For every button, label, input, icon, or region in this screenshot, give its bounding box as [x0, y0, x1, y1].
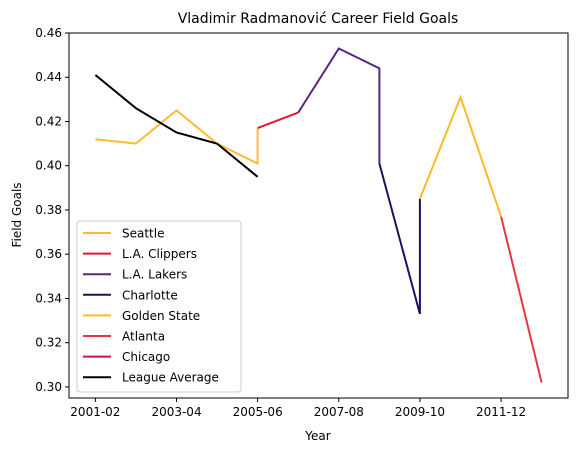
legend-label: Atlanta: [122, 330, 165, 344]
legend-label: L.A. Clippers: [122, 247, 197, 261]
x-tick-label: 2009-10: [395, 405, 445, 419]
legend: Seattle L.A. Clippers L.A. Lakers Charlotte…: [76, 220, 242, 393]
y-tick-label: 0.40: [35, 159, 62, 173]
y-tick-label: 0.46: [35, 26, 62, 40]
x-axis-title: Year: [304, 429, 330, 443]
legend-label: League Average: [122, 371, 219, 385]
legend-label: Chicago: [122, 350, 170, 364]
x-axis: 2001-02 2003-04 2005-06 2007-08 2009-10 2011-…: [70, 398, 526, 419]
legend-label: L.A. Lakers: [122, 268, 187, 282]
y-tick-label: 0.36: [35, 247, 62, 261]
x-tick-label: 2001-02: [70, 405, 120, 419]
x-tick-label: 2011-12: [476, 405, 526, 419]
series-line-0: [95, 109, 259, 166]
legend-label: Seattle: [122, 227, 164, 241]
series-line-4: [418, 94, 503, 217]
legend-label: Charlotte: [122, 288, 178, 302]
y-tick-label: 0.32: [35, 336, 62, 350]
legend-box: [76, 220, 242, 393]
x-tick-label: 2007-08: [314, 405, 364, 419]
y-tick-label: 0.44: [35, 70, 62, 84]
chart-title: Vladimir Radmanović Career Field Goals: [178, 11, 459, 27]
legend-label: Golden State: [122, 309, 200, 323]
series-line-1: [257, 111, 299, 130]
y-axis: 0.30 0.32 0.34 0.36 0.38 0.40 0.42 0.44 0.46: [35, 26, 69, 394]
series-line-3: [378, 163, 421, 315]
x-tick-label: 2005-06: [233, 405, 283, 419]
series-line-2: [297, 47, 381, 164]
y-tick-label: 0.38: [35, 203, 62, 217]
series-line-5: [500, 216, 543, 383]
series-layer: [94, 47, 543, 383]
x-tick-label: 2003-04: [151, 405, 201, 419]
y-tick-label: 0.30: [35, 380, 62, 394]
plot-frame: [68, 32, 569, 399]
series-line-7: [94, 74, 259, 178]
y-tick-label: 0.42: [35, 114, 62, 128]
y-axis-title: Field Goals: [10, 182, 24, 247]
y-tick-label: 0.34: [35, 291, 62, 305]
